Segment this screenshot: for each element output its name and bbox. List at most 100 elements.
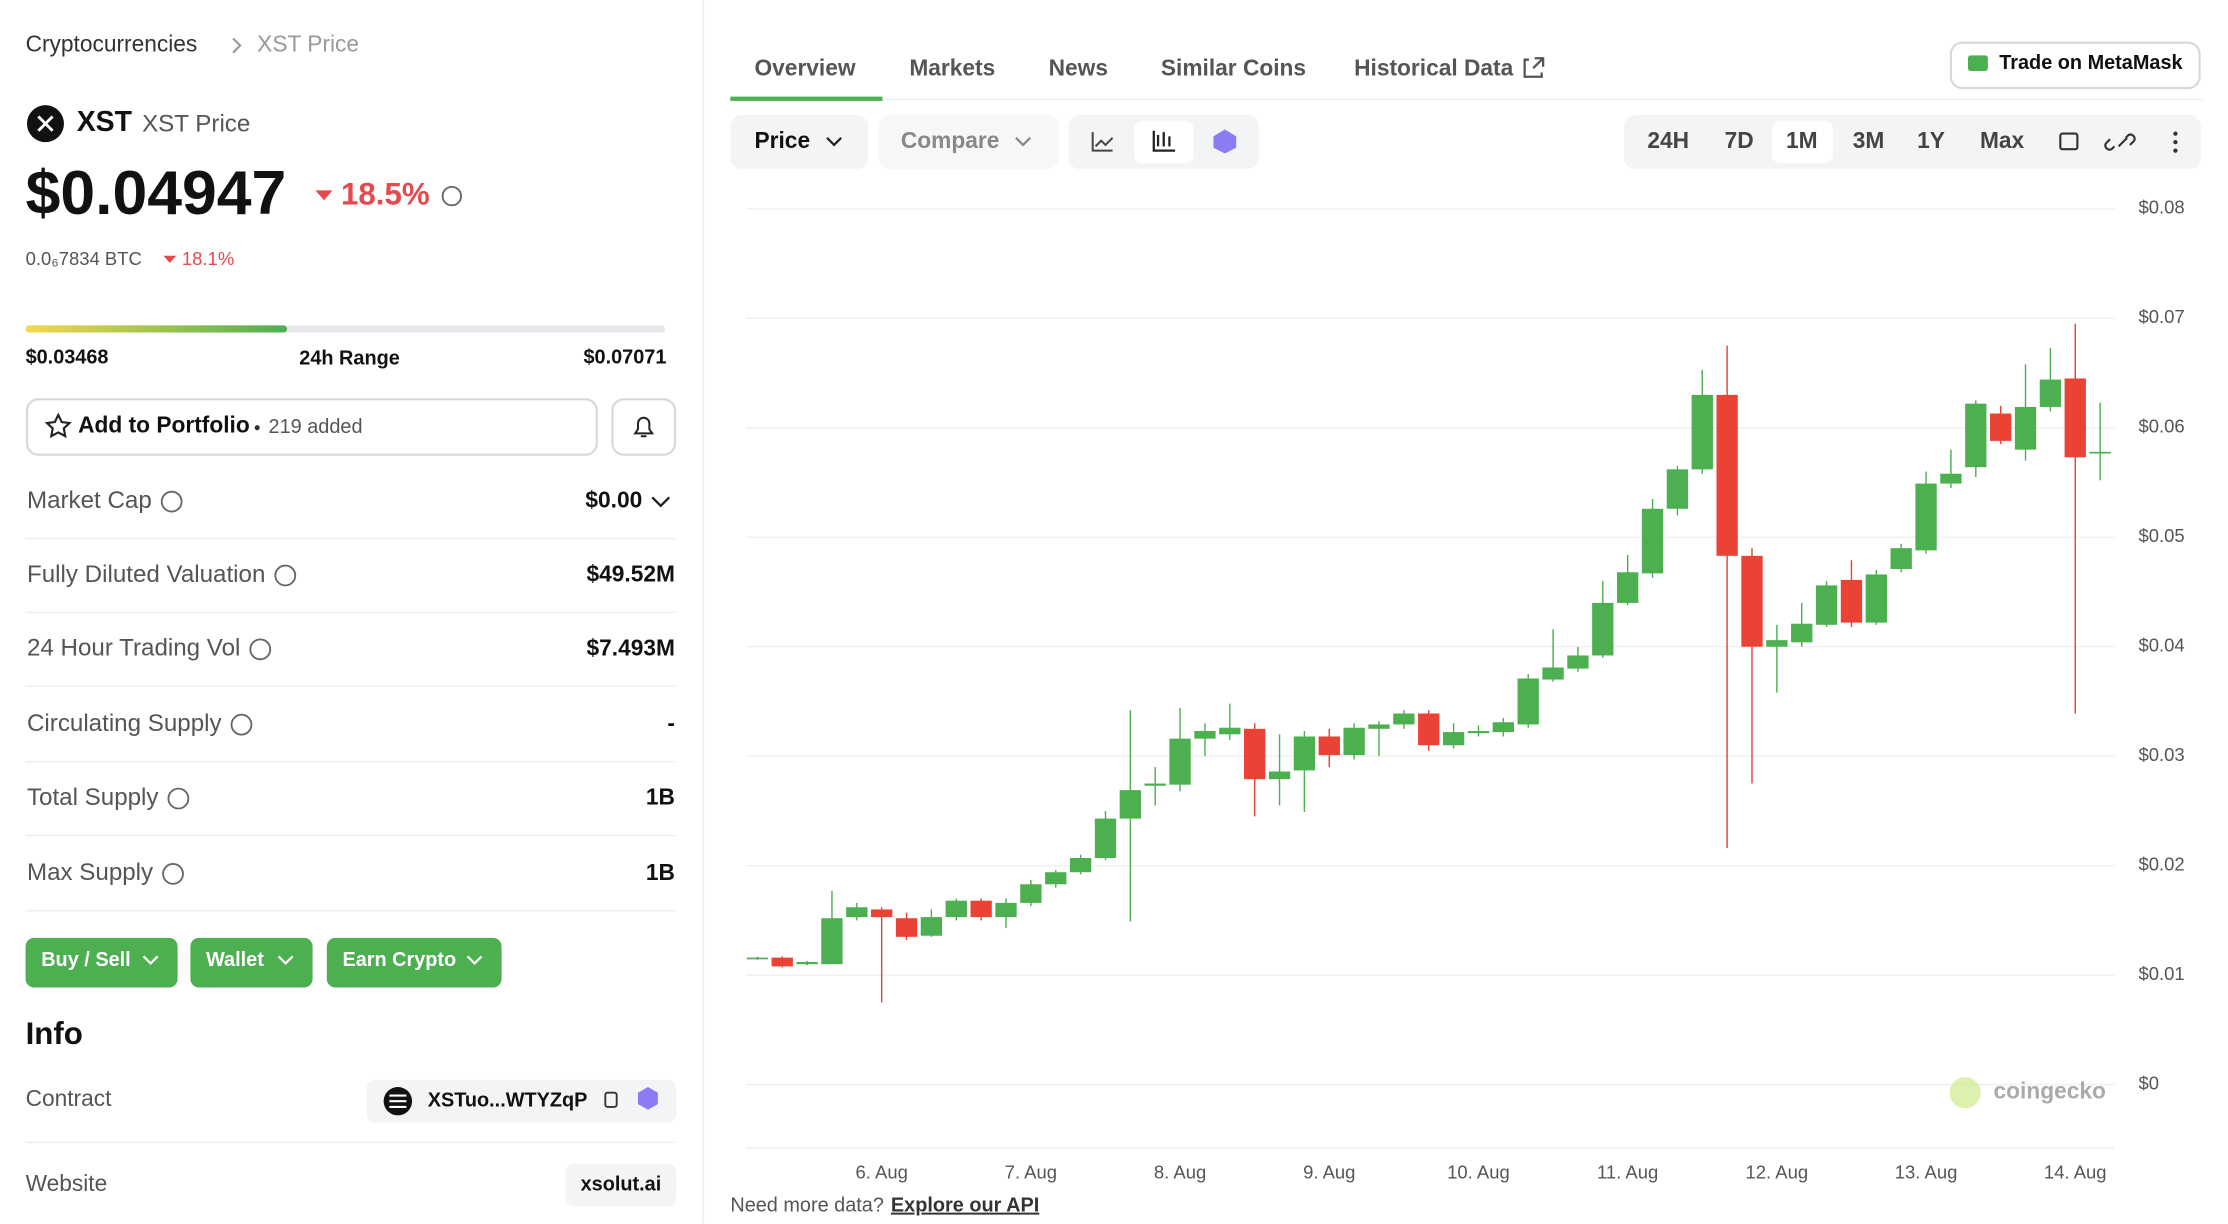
stat-label: Circulating Supply (27, 710, 222, 737)
candle-body (2064, 378, 2086, 458)
range-option[interactable]: 1Y (1917, 127, 1945, 153)
range-option[interactable]: 7D (1725, 127, 1754, 153)
candle-body (1343, 727, 1365, 756)
candle-body (1045, 872, 1067, 885)
range-option[interactable]: 24H (1647, 127, 1689, 153)
info-icon[interactable] (162, 863, 184, 885)
info-icon[interactable] (274, 564, 297, 587)
info-label: Website (26, 1170, 108, 1196)
api-link[interactable]: Explore our API (891, 1195, 1039, 1217)
tab[interactable]: Overview (755, 55, 856, 81)
ranges: 24H 7D 1M 3M 1Y Max (1647, 127, 2024, 153)
contract-pill[interactable] (366, 1079, 677, 1123)
x-tick-label: 10. Aug (1447, 1162, 1510, 1183)
line-chart-icon[interactable] (1091, 132, 1114, 152)
metamask-icon[interactable] (637, 1087, 658, 1110)
candle-body (945, 900, 967, 918)
action-button[interactable] (326, 937, 502, 988)
calendar-icon[interactable] (2059, 132, 2079, 151)
tradingview-icon[interactable] (1213, 129, 1237, 154)
candle-body (1144, 783, 1166, 786)
candle-body (2014, 406, 2037, 450)
alert-button[interactable] (611, 398, 677, 456)
candle-body (1268, 771, 1291, 780)
stat-value: 1B (646, 784, 675, 810)
candle-body (1989, 413, 2012, 441)
y-tick-label: $0.04 (2138, 635, 2184, 656)
candle-body (1865, 574, 1887, 623)
info-icon[interactable] (167, 787, 190, 810)
more-icon[interactable] (2173, 131, 2178, 153)
compare-label: Compare (901, 127, 999, 153)
candle-body (1219, 727, 1241, 735)
range-group (1624, 115, 2202, 170)
candle-body (1567, 655, 1589, 669)
website-pill[interactable] (565, 1163, 677, 1207)
candle-body (1592, 602, 1614, 656)
range-option[interactable]: Max (1980, 127, 2025, 153)
candle-body (1194, 731, 1216, 739)
range-fill (25, 325, 288, 333)
portfolio-label: Add to Portfolio (78, 411, 250, 437)
btc-change: 18.1% (182, 248, 234, 269)
chevron[interactable] (651, 496, 671, 508)
breadcrumb-link[interactable]: Cryptocurrencies (26, 30, 198, 56)
trade-button[interactable] (1949, 41, 2201, 90)
candle-body (1020, 884, 1042, 903)
portfolio-button[interactable] (25, 398, 598, 456)
range-option[interactable]: 1M (1786, 127, 1818, 153)
y-tick-label: $0.07 (2138, 306, 2184, 327)
info-icon[interactable] (160, 490, 183, 513)
compare-select[interactable] (878, 115, 1059, 170)
x-tick-label: 13. Aug (1895, 1162, 1958, 1183)
candle-body (1890, 548, 1912, 569)
info-icon[interactable] (249, 638, 272, 661)
candle-body (1293, 736, 1316, 771)
tab[interactable]: Markets (909, 55, 995, 81)
external-icon (1523, 57, 1545, 78)
stat-value: - (667, 710, 675, 736)
x-tick-label: 7. Aug (1005, 1162, 1057, 1183)
y-tick-label: $0 (2138, 1072, 2159, 1093)
action-label: Buy / Sell (41, 949, 130, 971)
stat-label: Market Cap (27, 487, 152, 514)
action-button[interactable] (25, 937, 178, 988)
action-button[interactable] (190, 937, 313, 988)
candle-body (1915, 483, 1937, 551)
range-option[interactable]: 3M (1853, 127, 1885, 153)
action-label: Wallet (206, 949, 264, 971)
ad-badge (1967, 55, 1988, 72)
candle-body (1641, 508, 1664, 574)
contract-address: XSTuo...WTYZqP (428, 1089, 588, 1111)
candle-body (771, 957, 793, 967)
candle-body (1815, 585, 1838, 625)
candle-body (846, 907, 868, 918)
candle-body (1492, 722, 1514, 733)
link-icon[interactable] (2104, 133, 2136, 151)
tab[interactable]: Similar Coins (1161, 55, 1306, 81)
candle-body (1617, 572, 1639, 603)
action-label: Earn Crypto (342, 949, 456, 971)
tab[interactable]: Historical Data (1354, 55, 1513, 81)
copy-icon[interactable] (604, 1091, 618, 1108)
candle-body (1766, 640, 1788, 647)
candle-body (1418, 713, 1440, 746)
range-low: $0.03468 (26, 346, 109, 368)
tabs: Overview Markets News Similar Coins Historic… (755, 55, 1514, 81)
watermark: coingecko (1994, 1078, 2106, 1104)
price: $0.04947 (26, 158, 287, 228)
candle-body (1840, 579, 1863, 623)
tab[interactable]: News (1049, 55, 1108, 81)
info-icon[interactable] (230, 713, 253, 736)
actions: Buy / Sell Wallet Earn Crypto (25, 937, 502, 988)
price-select[interactable] (730, 115, 869, 170)
candle-body (1393, 713, 1415, 725)
stat-label: Max Supply (27, 859, 154, 886)
candle-body (1965, 403, 1987, 468)
y-tick-label: $0.02 (2138, 854, 2184, 875)
candle-body (821, 918, 843, 965)
bullet (254, 425, 260, 431)
info-icon[interactable] (441, 185, 463, 207)
stat-value: 1B (646, 859, 675, 885)
portfolio-count: 219 added (269, 416, 363, 438)
